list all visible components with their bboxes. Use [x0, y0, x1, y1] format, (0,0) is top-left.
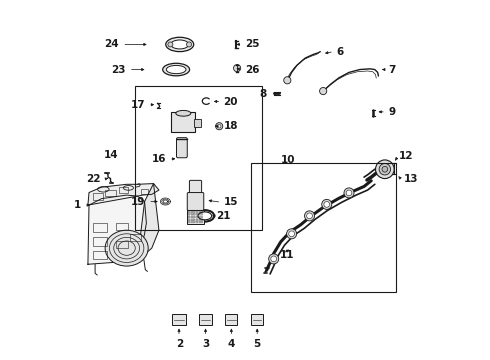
- Polygon shape: [88, 184, 159, 205]
- Text: 3: 3: [202, 338, 209, 348]
- Bar: [130, 234, 141, 241]
- FancyBboxPatch shape: [172, 112, 195, 132]
- Circle shape: [375, 160, 394, 179]
- FancyBboxPatch shape: [225, 315, 238, 325]
- Bar: [135, 86, 262, 230]
- Bar: [141, 189, 148, 194]
- Circle shape: [344, 188, 354, 198]
- Text: 11: 11: [280, 249, 294, 260]
- Text: 24: 24: [104, 40, 119, 49]
- Text: 7: 7: [389, 64, 396, 75]
- Text: 19: 19: [131, 197, 146, 207]
- Text: 8: 8: [259, 89, 267, 99]
- Bar: [251, 163, 395, 292]
- Circle shape: [271, 256, 276, 262]
- Text: 16: 16: [151, 154, 166, 164]
- Text: 23: 23: [111, 64, 126, 75]
- FancyBboxPatch shape: [187, 210, 204, 224]
- Circle shape: [319, 87, 327, 95]
- Ellipse shape: [176, 111, 191, 116]
- Text: 21: 21: [216, 211, 231, 221]
- FancyBboxPatch shape: [176, 138, 187, 158]
- Text: 6: 6: [337, 46, 344, 57]
- Text: 5: 5: [253, 338, 261, 348]
- Circle shape: [324, 202, 330, 207]
- Text: 13: 13: [404, 174, 419, 184]
- Text: 2: 2: [176, 338, 183, 348]
- Text: 14: 14: [104, 150, 119, 160]
- Bar: [93, 251, 107, 259]
- Text: 20: 20: [223, 97, 238, 107]
- Circle shape: [168, 42, 173, 47]
- Circle shape: [322, 199, 332, 210]
- Circle shape: [379, 163, 391, 175]
- Bar: [120, 187, 128, 193]
- FancyBboxPatch shape: [199, 315, 212, 325]
- Ellipse shape: [105, 230, 148, 266]
- Text: 4: 4: [228, 338, 235, 348]
- Text: 1: 1: [74, 200, 81, 210]
- Text: 18: 18: [223, 121, 238, 131]
- Text: 12: 12: [399, 150, 414, 161]
- Text: 26: 26: [245, 64, 260, 75]
- Circle shape: [218, 125, 221, 128]
- Text: 9: 9: [389, 107, 395, 117]
- Ellipse shape: [163, 63, 190, 76]
- Ellipse shape: [171, 40, 189, 49]
- Text: 25: 25: [245, 40, 260, 49]
- FancyBboxPatch shape: [187, 193, 204, 211]
- Text: 10: 10: [281, 155, 295, 165]
- Circle shape: [187, 42, 192, 47]
- Circle shape: [307, 213, 313, 219]
- Text: 17: 17: [131, 100, 146, 110]
- Circle shape: [234, 64, 241, 72]
- Ellipse shape: [166, 66, 186, 74]
- Circle shape: [304, 211, 315, 221]
- FancyBboxPatch shape: [194, 119, 201, 127]
- Circle shape: [346, 190, 352, 196]
- FancyBboxPatch shape: [172, 315, 186, 325]
- Polygon shape: [137, 184, 159, 261]
- Circle shape: [216, 123, 223, 130]
- Polygon shape: [88, 195, 147, 264]
- Bar: [116, 241, 128, 248]
- Text: 15: 15: [223, 197, 238, 207]
- Ellipse shape: [166, 37, 194, 51]
- Circle shape: [284, 77, 291, 84]
- Bar: [93, 193, 103, 200]
- Circle shape: [287, 229, 296, 239]
- FancyBboxPatch shape: [251, 315, 263, 325]
- Text: 22: 22: [86, 174, 101, 184]
- Circle shape: [289, 231, 294, 237]
- Bar: [116, 223, 128, 230]
- Ellipse shape: [198, 212, 212, 220]
- Bar: [93, 237, 107, 246]
- Bar: [105, 190, 116, 196]
- Circle shape: [269, 254, 279, 264]
- Circle shape: [382, 166, 388, 172]
- FancyBboxPatch shape: [190, 180, 201, 196]
- Bar: [93, 223, 107, 232]
